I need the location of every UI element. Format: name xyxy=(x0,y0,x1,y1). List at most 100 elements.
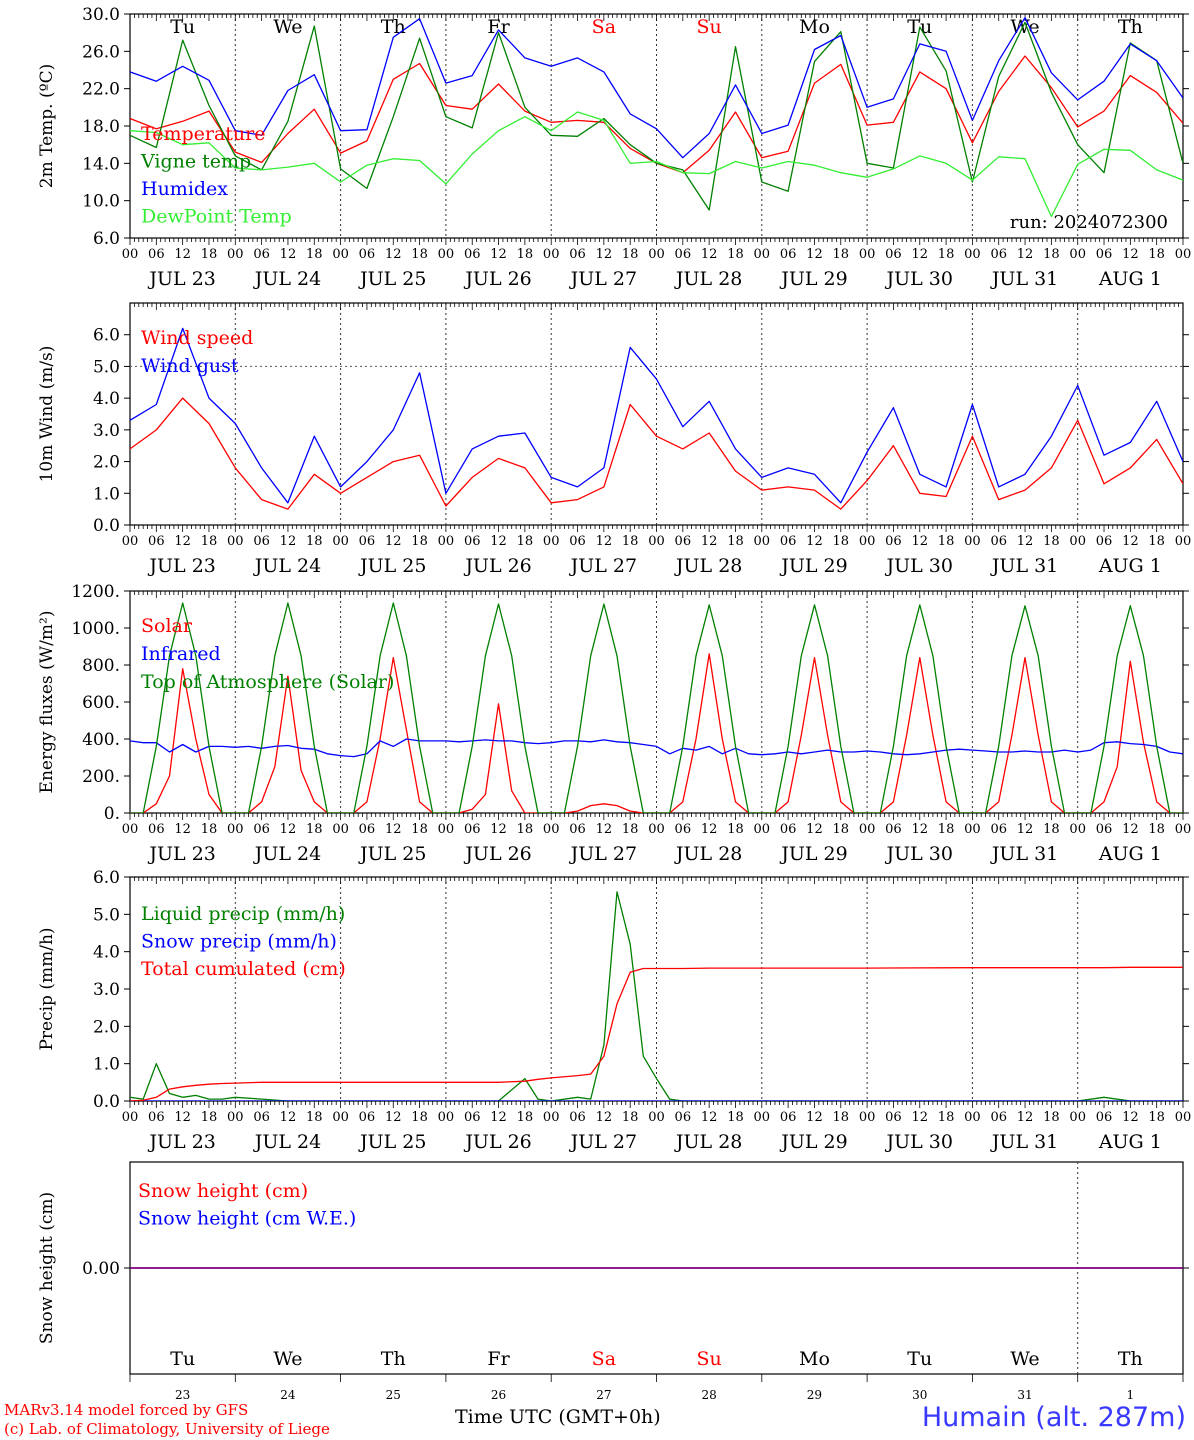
weekday-label: Sa xyxy=(592,16,616,38)
meteogram-chart: 6.010.014.018.022.026.030.02m Temp. (ºC)… xyxy=(37,5,1192,1400)
x-hour-label: 00 xyxy=(964,822,981,837)
x-hour-label: 00 xyxy=(1069,822,1086,837)
weekday-label: We xyxy=(1010,1348,1039,1370)
x-date-label: AUG 1 xyxy=(1098,555,1162,577)
y-tick-label: 1.0 xyxy=(93,1055,120,1075)
x-hour-label: 12 xyxy=(280,534,297,549)
y-tick-label: 18.0 xyxy=(82,117,120,137)
x-date-label: JUL 29 xyxy=(779,1131,847,1153)
y-tick-label: 5.0 xyxy=(93,357,120,377)
x-hour-label: 18 xyxy=(727,534,744,549)
legend-entry: Vigne temp xyxy=(140,151,251,173)
x-axis-title: Time UTC (GMT+0h) xyxy=(455,1406,661,1428)
y-tick-label: 600. xyxy=(82,693,120,713)
x-hour-label: 18 xyxy=(622,822,639,837)
y-tick-label: 30.0 xyxy=(82,5,120,25)
x-date-label: JUL 30 xyxy=(885,555,953,577)
run-label: run: 2024072300 xyxy=(1010,212,1168,233)
x-hour-label: 00 xyxy=(648,822,665,837)
x-hour-label: 06 xyxy=(885,1110,902,1125)
x-hour-label: 00 xyxy=(1175,822,1192,837)
y-tick-label: 4.0 xyxy=(93,389,120,409)
x-hour-label: 18 xyxy=(833,822,850,837)
weekday-label: Th xyxy=(1118,16,1143,38)
series-line xyxy=(130,738,1183,758)
x-hour-label: 18 xyxy=(517,534,534,549)
y-tick-label: 6.0 xyxy=(93,229,120,249)
series-line xyxy=(130,21,1183,211)
x-date-label: JUL 25 xyxy=(358,555,426,577)
x-date-label: JUL 26 xyxy=(463,843,531,865)
x-hour-label: 18 xyxy=(517,1110,534,1125)
weekday-label: Th xyxy=(381,1348,406,1370)
x-hour-label: 06 xyxy=(253,822,270,837)
x-hour-label: 00 xyxy=(859,822,876,837)
x-hour-label: 00 xyxy=(438,534,455,549)
legend-entry: Solar xyxy=(141,615,193,637)
x-hour-label: 18 xyxy=(201,534,218,549)
x-hour-label: 00 xyxy=(1175,534,1192,549)
y-tick-label: 2.0 xyxy=(93,1017,120,1037)
x-hour-label: 06 xyxy=(1096,247,1113,262)
x-hour-label: 06 xyxy=(675,247,692,262)
x-hour-label: 06 xyxy=(990,534,1007,549)
x-hour-label: 06 xyxy=(359,1110,376,1125)
x-hour-label: 00 xyxy=(1069,247,1086,262)
x-hour-label: 00 xyxy=(227,247,244,262)
legend-entry: Total cumulated (cm) xyxy=(141,958,346,980)
x-hour-label: 12 xyxy=(174,247,191,262)
x-hour-label: 12 xyxy=(174,534,191,549)
x-hour-label: 00 xyxy=(754,822,771,837)
series-line xyxy=(130,602,1183,813)
series-line xyxy=(130,111,1183,218)
weekday-label: Sa xyxy=(592,1348,616,1370)
weekday-label: Su xyxy=(697,16,722,38)
legend-entry: Top of Atmosphere (Solar) xyxy=(141,671,394,693)
x-hour-label: 12 xyxy=(701,247,718,262)
x-hour-label: 18 xyxy=(1043,534,1060,549)
y-tick-label: 0. xyxy=(104,804,120,824)
x-hour-label: 12 xyxy=(596,247,613,262)
x-hour-label: 06 xyxy=(990,247,1007,262)
y-tick-label: 400. xyxy=(82,730,120,750)
y-tick-label: 14.0 xyxy=(82,154,120,174)
weekday-label: Mo xyxy=(799,1348,830,1370)
x-hour-label: 06 xyxy=(569,247,586,262)
x-date-label: AUG 1 xyxy=(1098,843,1162,865)
x-date-label: JUL 31 xyxy=(990,555,1058,577)
x-date-label: JUL 25 xyxy=(358,268,426,290)
x-hour-label: 12 xyxy=(490,1110,507,1125)
x-hour-label: 00 xyxy=(332,822,349,837)
x-hour-label: 06 xyxy=(464,1110,481,1125)
y-tick-label: 3.0 xyxy=(93,421,120,441)
x-hour-label: 12 xyxy=(385,247,402,262)
x-hour-label: 18 xyxy=(517,822,534,837)
x-day-number: 29 xyxy=(807,1388,822,1400)
weekday-label: Tu xyxy=(170,16,195,38)
x-hour-label: 18 xyxy=(411,247,428,262)
x-hour-label: 06 xyxy=(780,534,797,549)
x-hour-label: 06 xyxy=(359,247,376,262)
x-hour-label: 06 xyxy=(675,822,692,837)
x-hour-label: 00 xyxy=(648,247,665,262)
weekday-label: Tu xyxy=(170,1348,195,1370)
x-hour-label: 06 xyxy=(885,822,902,837)
x-date-label: JUL 28 xyxy=(674,268,742,290)
x-date-label: JUL 27 xyxy=(569,843,637,865)
y-tick-label: 200. xyxy=(82,767,120,787)
x-hour-label: 00 xyxy=(1069,534,1086,549)
y-tick-label: 2.0 xyxy=(93,453,120,473)
series-line xyxy=(130,891,1183,1101)
series-line xyxy=(130,327,1183,504)
x-hour-label: 18 xyxy=(517,247,534,262)
x-hour-label: 00 xyxy=(543,822,560,837)
weekday-label: Th xyxy=(381,16,406,38)
x-hour-label: 06 xyxy=(1096,1110,1113,1125)
x-hour-label: 06 xyxy=(569,534,586,549)
x-hour-label: 18 xyxy=(727,247,744,262)
x-hour-label: 00 xyxy=(859,247,876,262)
x-hour-label: 06 xyxy=(148,247,165,262)
x-hour-label: 00 xyxy=(859,534,876,549)
x-date-label: JUL 27 xyxy=(569,268,637,290)
x-hour-label: 18 xyxy=(938,247,955,262)
